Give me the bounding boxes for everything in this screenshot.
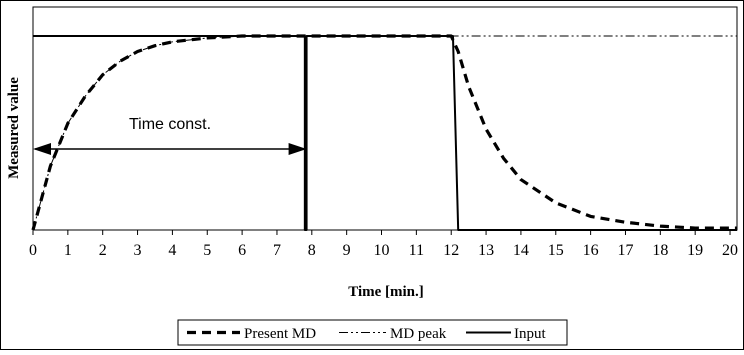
arrow-head-left [33,143,51,155]
x-tick-label: 17 [617,242,633,259]
series-line-input [33,35,737,231]
plot-area [31,6,738,231]
time-constant-label: Time const. [129,116,211,133]
x-tick-label: 14 [513,242,529,259]
legend-label: Present MD [244,326,316,342]
x-tick-label: 3 [134,242,142,259]
legend-label: Input [514,326,546,342]
x-tick-label: 9 [343,242,351,259]
x-tick-label: 1 [64,242,72,259]
x-tick-label: 13 [478,242,494,259]
plot-frame [32,6,738,231]
x-tick-label: 2 [99,242,107,259]
arrow-head-right [288,143,307,155]
x-tick-label: 12 [443,242,459,259]
x-tick-label: 19 [687,242,703,259]
y-axis-label: Measured value [6,77,22,179]
series-line-present-md [31,34,737,231]
x-tick-label: 20 [722,242,738,259]
x-tick-label: 10 [374,242,390,259]
x-tick-label: 16 [583,242,599,259]
x-tick-label: 4 [168,242,176,259]
x-tick-label: 8 [308,242,316,259]
x-tick-label: 6 [238,242,246,259]
legend-label: MD peak [390,326,447,342]
annotation: Time const. [33,116,307,155]
x-tick-label: 18 [652,242,668,259]
legend: Present MD MD peak Input [177,319,568,346]
x-tick-label: 15 [548,242,564,259]
x-tick-label: 11 [409,242,424,259]
x-axis: 0 1 2 3 4 5 6 7 8 9 10 11 12 13 14 15 16 17 18 19 20 [29,230,738,259]
x-tick-label: 0 [29,242,37,259]
x-tick-label: 7 [273,242,281,259]
x-tick-label: 5 [203,242,211,259]
x-axis-label: Time [min.] [348,284,424,300]
